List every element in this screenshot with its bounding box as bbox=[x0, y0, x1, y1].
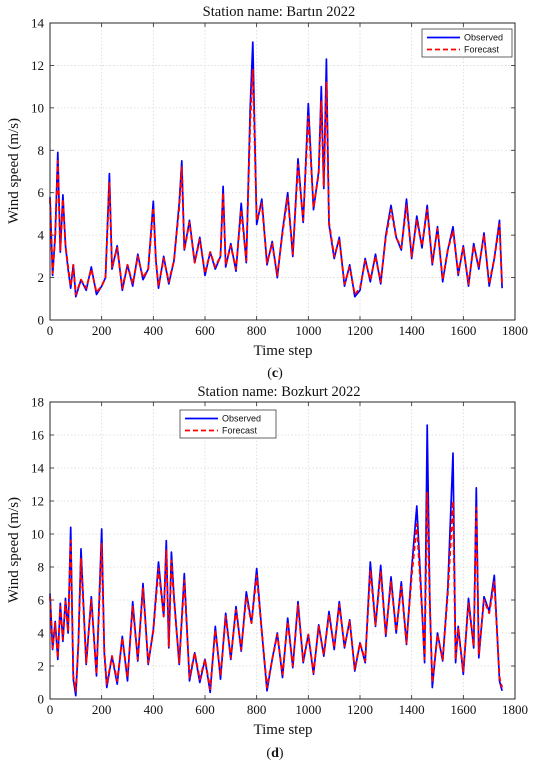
x-tick-label: 1200 bbox=[347, 702, 373, 717]
x-tick-label: 1200 bbox=[347, 323, 373, 338]
tick-labels: 0 200 400 600 800 1000 1200 1400 1600 1800 0 2 4 6 8 10… bbox=[31, 16, 528, 339]
y-tick-label: 10 bbox=[31, 100, 44, 115]
chart-panel-bartin: Station name: Bartın 2022 0 200 400 600 800 1… bbox=[6, 4, 528, 381]
axes-outline bbox=[49, 22, 516, 321]
x-tick-label: 1600 bbox=[450, 702, 476, 717]
y-tick-label: 4 bbox=[38, 228, 45, 243]
x-tick-label: 400 bbox=[144, 323, 164, 338]
plot-area bbox=[49, 22, 516, 321]
x-tick-label: 0 bbox=[47, 323, 54, 338]
y-tick-label: 8 bbox=[38, 560, 45, 575]
y-tick-label: 14 bbox=[31, 16, 45, 31]
y-tick-label: 18 bbox=[31, 395, 44, 410]
series-line-forecast bbox=[49, 68, 504, 296]
y-tick-label: 14 bbox=[31, 461, 45, 476]
legend-box bbox=[421, 28, 513, 58]
chart-panel-bozkurt: Station name: Bozkurt 2022 0 200 400 600 800… bbox=[6, 384, 528, 761]
y-axis-title: Wind speed (m/s) bbox=[6, 118, 22, 224]
x-tick-label: 1000 bbox=[295, 323, 321, 338]
legend-label-forecast: Forecast bbox=[222, 426, 258, 436]
chart-title: Station name: Bartın 2022 bbox=[203, 4, 356, 20]
legend-label-observed: Observed bbox=[464, 33, 503, 43]
legend-label-forecast: Forecast bbox=[464, 45, 500, 55]
x-axis-title: Time step bbox=[253, 722, 312, 738]
x-tick-label: 1600 bbox=[450, 323, 476, 338]
x-tick-label: 1400 bbox=[399, 323, 425, 338]
panel-letter: d bbox=[271, 746, 279, 761]
y-tick-label: 8 bbox=[38, 143, 45, 158]
y-tick-label: 0 bbox=[38, 692, 45, 707]
x-tick-label: 1400 bbox=[399, 702, 425, 717]
series-lines bbox=[49, 424, 504, 697]
legend: Observed Forecast bbox=[421, 28, 513, 58]
y-tick-label: 2 bbox=[38, 659, 45, 674]
axes-outline bbox=[49, 401, 516, 700]
series-line-forecast bbox=[49, 491, 504, 692]
panel-label: (d) bbox=[266, 746, 283, 761]
x-tick-label: 800 bbox=[247, 323, 267, 338]
panel-letter: c bbox=[272, 366, 278, 381]
x-axis-title: Time step bbox=[253, 343, 312, 359]
y-axis-title: Wind speed (m/s) bbox=[6, 497, 22, 603]
x-tick-label: 1800 bbox=[502, 323, 528, 338]
panel-label: (c) bbox=[267, 366, 283, 381]
x-tick-label: 200 bbox=[92, 702, 112, 717]
y-tick-label: 2 bbox=[38, 270, 45, 285]
chart-title: Station name: Bozkurt 2022 bbox=[197, 384, 360, 400]
x-tick-label: 1000 bbox=[295, 702, 321, 717]
y-tick-label: 0 bbox=[38, 313, 45, 328]
x-tick-label: 800 bbox=[247, 702, 267, 717]
x-tick-label: 600 bbox=[195, 323, 215, 338]
legend-label-observed: Observed bbox=[222, 414, 261, 424]
grid-lines bbox=[50, 23, 515, 320]
legend: Observed Forecast bbox=[179, 409, 277, 439]
x-tick-label: 200 bbox=[92, 323, 112, 338]
x-tick-label: 1800 bbox=[502, 702, 528, 717]
series-lines bbox=[49, 41, 504, 298]
plot-area bbox=[49, 401, 516, 700]
y-tick-label: 10 bbox=[31, 527, 44, 542]
x-tick-label: 0 bbox=[47, 702, 54, 717]
y-tick-label: 6 bbox=[38, 185, 45, 200]
x-tick-label: 600 bbox=[195, 702, 215, 717]
y-tick-label: 16 bbox=[31, 428, 45, 443]
y-tick-label: 6 bbox=[38, 593, 45, 608]
legend-box bbox=[179, 409, 277, 439]
y-tick-label: 12 bbox=[31, 58, 44, 73]
y-tick-label: 12 bbox=[31, 494, 44, 509]
y-tick-label: 4 bbox=[38, 626, 45, 641]
x-tick-label: 400 bbox=[144, 702, 164, 717]
